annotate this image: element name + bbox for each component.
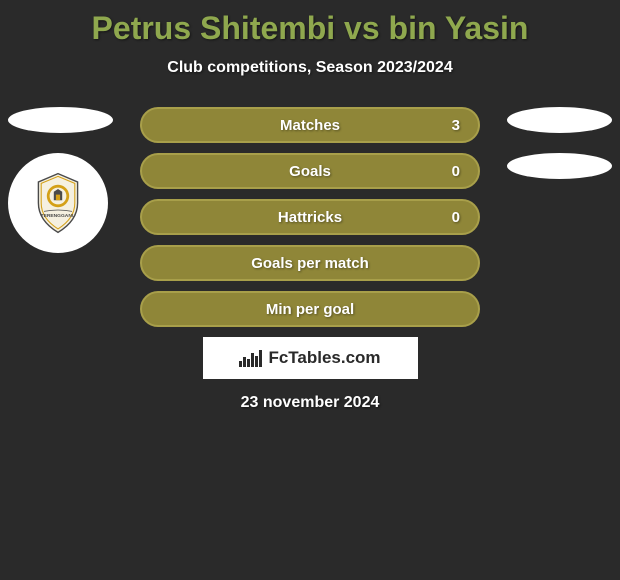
stat-row-min-per-goal: Min per goal bbox=[140, 291, 480, 327]
stats-list: Matches 3 Goals 0 Hattricks 0 Goals per … bbox=[140, 107, 480, 327]
svg-text:TERENGGANU: TERENGGANU bbox=[41, 213, 76, 219]
left-player-column: TERENGGANU bbox=[8, 107, 113, 253]
stat-row-goals: Goals 0 bbox=[140, 153, 480, 189]
chart-bars-icon bbox=[239, 350, 262, 367]
comparison-container: TERENGGANU Matches 3 Goals 0 Hattricks 0… bbox=[0, 107, 620, 327]
stat-row-matches: Matches 3 bbox=[140, 107, 480, 143]
stat-label: Matches bbox=[280, 117, 340, 134]
branding-text: FcTables.com bbox=[268, 348, 380, 368]
date-label: 23 november 2024 bbox=[0, 394, 620, 412]
stat-row-hattricks: Hattricks 0 bbox=[140, 199, 480, 235]
player-placeholder-left bbox=[8, 107, 113, 133]
branding-badge: FcTables.com bbox=[203, 337, 418, 379]
stat-label: Min per goal bbox=[266, 301, 354, 318]
stat-value: 0 bbox=[452, 163, 460, 180]
player-placeholder-right-1 bbox=[507, 107, 612, 133]
stat-value: 0 bbox=[452, 209, 460, 226]
terengganu-crest-icon: TERENGGANU bbox=[23, 168, 93, 238]
stat-row-goals-per-match: Goals per match bbox=[140, 245, 480, 281]
page-title: Petrus Shitembi vs bin Yasin bbox=[0, 0, 620, 47]
stat-label: Hattricks bbox=[278, 209, 342, 226]
subtitle: Club competitions, Season 2023/2024 bbox=[0, 59, 620, 77]
stat-value: 3 bbox=[452, 117, 460, 134]
player-placeholder-right-2 bbox=[507, 153, 612, 179]
right-player-column bbox=[507, 107, 612, 199]
stat-label: Goals bbox=[289, 163, 331, 180]
club-badge-left: TERENGGANU bbox=[8, 153, 108, 253]
stat-label: Goals per match bbox=[251, 255, 369, 272]
